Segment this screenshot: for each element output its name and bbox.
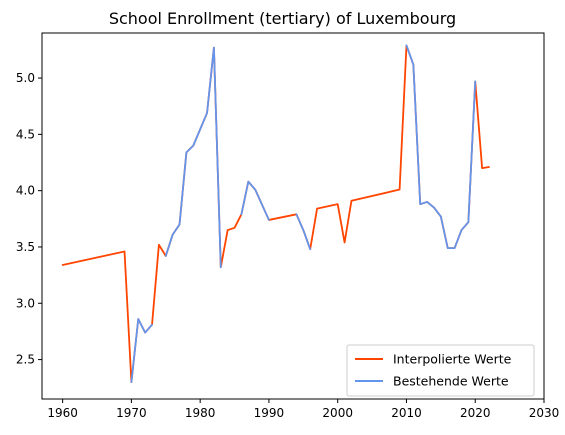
series-line-existing: [295, 213, 312, 251]
y-tick-label: 4.0: [16, 184, 35, 198]
series-line-existing: [164, 46, 222, 269]
x-tick-label: 2000: [322, 406, 353, 420]
series-line-existing: [405, 44, 477, 249]
plot-area: [41, 32, 545, 400]
plot-frame: [41, 32, 545, 400]
x-tick-label: 2030: [529, 406, 560, 420]
series-line-existing: [240, 180, 270, 221]
x-tick-label: 2020: [460, 406, 491, 420]
y-tick-label: 5.0: [16, 71, 35, 85]
x-tick-label: 1990: [254, 406, 285, 420]
chart-title: School Enrollment (tertiary) of Luxembou…: [109, 9, 456, 28]
x-tick-label: 2010: [391, 406, 422, 420]
legend-label-interpolated: Interpolierte Werte: [393, 352, 512, 367]
x-tick-label: 1970: [116, 406, 147, 420]
x-tick-label: 1980: [185, 406, 216, 420]
legend-label-existing: Bestehende Werte: [393, 374, 509, 389]
y-tick-label: 3.5: [16, 240, 35, 254]
y-axis: 2.5 3.0 3.5 4.0 4.5 5.0: [16, 71, 42, 367]
y-tick-label: 2.5: [16, 353, 35, 367]
y-tick-label: 3.0: [16, 296, 35, 310]
legend: Interpolierte Werte Bestehende Werte: [346, 344, 535, 397]
x-axis: 1960 1970 1980 1990 2000 2010 2020 2030: [47, 399, 559, 420]
y-tick-label: 4.5: [16, 127, 35, 141]
x-tick-label: 1960: [47, 406, 78, 420]
legend-box: [346, 344, 535, 397]
series-line-existing: [130, 318, 153, 384]
series-layer: [61, 44, 490, 384]
